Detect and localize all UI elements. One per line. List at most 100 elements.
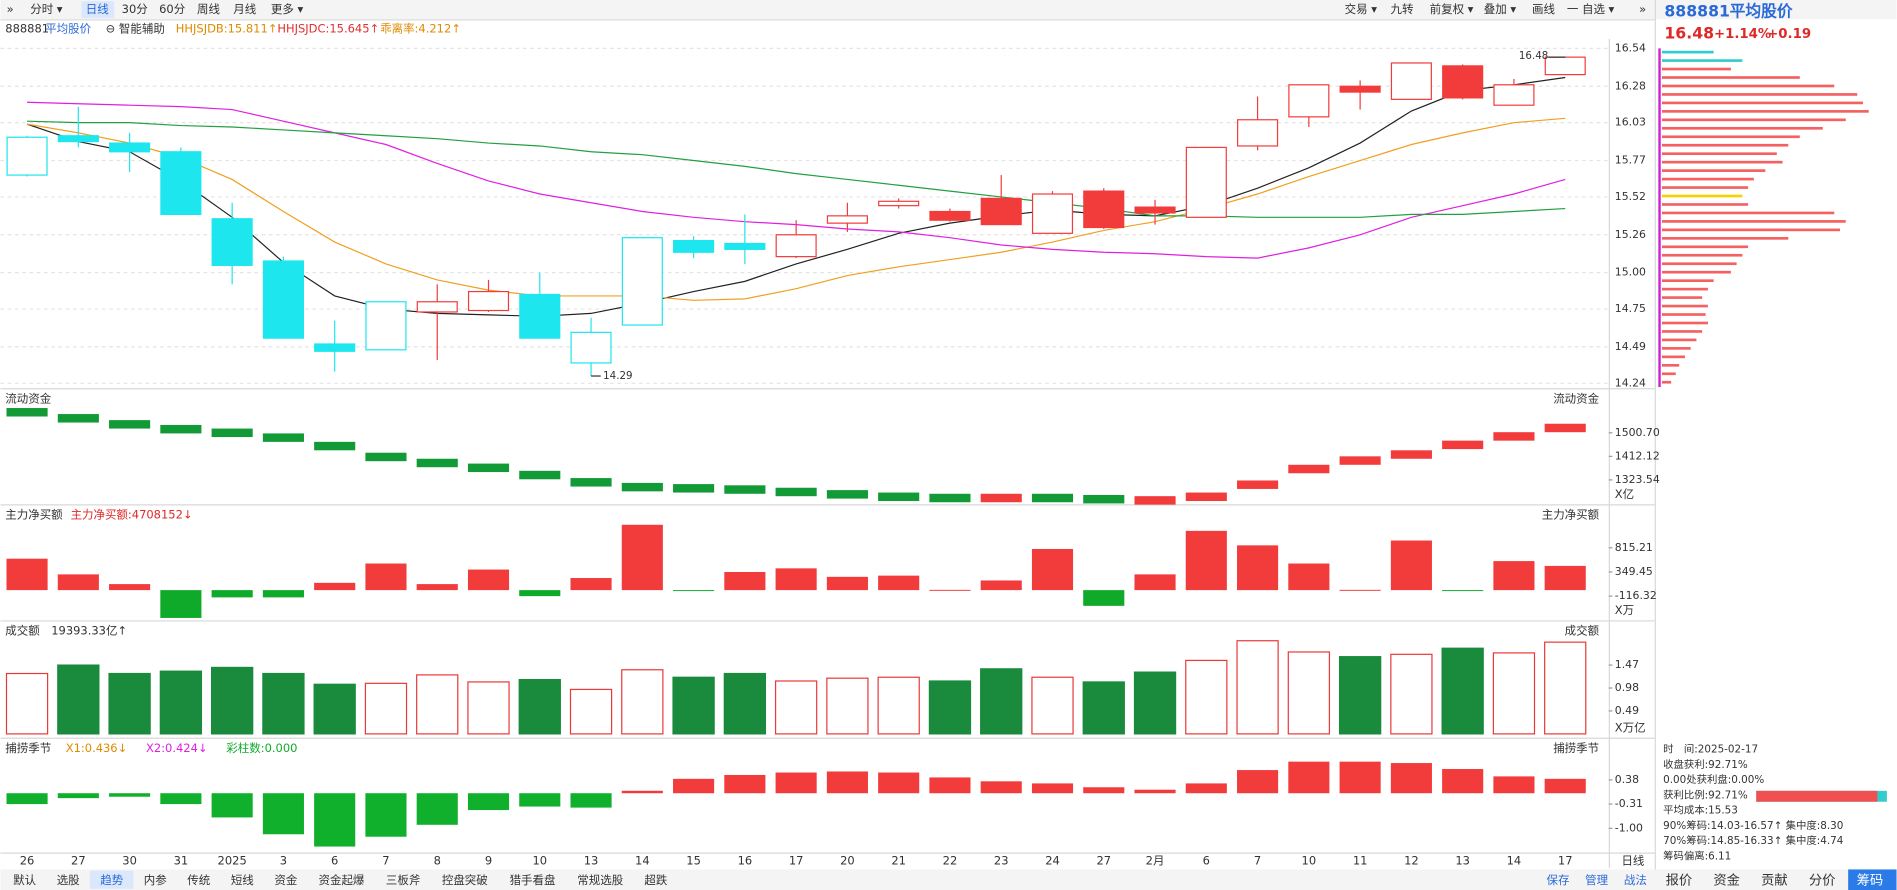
bar [519, 590, 561, 597]
toolbar-button[interactable]: 分时 ▾ [30, 2, 63, 16]
indicator-value: 乖离率:4.212↑ [380, 22, 461, 36]
bottom-tab[interactable]: 三板斧 [386, 873, 421, 887]
toolbar-button[interactable]: 画线 [1532, 2, 1555, 16]
sidebar-tab-bar [1654, 869, 1897, 890]
sidebar-tab[interactable]: 分价 [1809, 872, 1836, 888]
toolbar-button[interactable]: 周线 [197, 2, 220, 16]
bar [416, 793, 458, 825]
bar [621, 790, 663, 794]
bar [826, 576, 868, 591]
low-annotation: 14.29 [603, 370, 632, 382]
chip-info: 0.00处获利盘:0.00% [1663, 773, 1764, 786]
panel-title-right: 主力净买额 [1542, 508, 1600, 522]
candle-body [1185, 146, 1227, 218]
chip-row [1661, 135, 1800, 139]
chip-row [1661, 372, 1676, 376]
sidebar-tab[interactable]: 贡献 [1761, 872, 1788, 888]
bar [6, 793, 48, 805]
sidebar-tab[interactable]: 资金 [1713, 872, 1740, 888]
assist: ⊖ 智能辅助 [106, 22, 165, 36]
toolbar-button[interactable]: 60分 [159, 2, 186, 16]
flow-bar [416, 458, 458, 468]
bottom-tab[interactable]: 选股 [57, 873, 80, 887]
flow-bar [1031, 493, 1074, 503]
bar [211, 590, 253, 598]
candle-body [109, 142, 151, 153]
bottom-tab[interactable]: 短线 [231, 873, 254, 887]
candle-body [519, 293, 561, 339]
bottom-action[interactable]: 管理 [1585, 873, 1608, 887]
flow-bar [724, 485, 766, 494]
bar [519, 793, 561, 807]
candle-body [621, 237, 663, 326]
volume-bar [1185, 659, 1228, 735]
bar [1288, 563, 1330, 591]
x-tick-label: 16 [738, 853, 753, 867]
bar [1237, 770, 1279, 794]
bottom-action[interactable]: 保存 [1546, 873, 1569, 887]
chip-row [1661, 50, 1714, 54]
sidebar-tab[interactable]: 报价 [1666, 872, 1693, 888]
toolbar-button[interactable]: 九转 [1390, 2, 1413, 16]
volume-bar [518, 678, 561, 735]
toolbar-button[interactable]: 前复权 ▾ [1430, 2, 1474, 16]
x-tick-label: 6 [1203, 853, 1210, 867]
candle-body [1237, 119, 1279, 147]
chip-info: 筹码偏离:6.11 [1663, 849, 1731, 862]
toolbar-button[interactable]: 叠加 ▾ [1484, 2, 1517, 16]
bar [1390, 540, 1432, 591]
sidebar-change: +0.19 [1767, 27, 1811, 42]
chip-row [1661, 160, 1783, 164]
toolbar-button[interactable]: 更多 ▾ [271, 2, 304, 16]
bottom-tab[interactable]: 控盘突破 [442, 873, 488, 887]
unit-label: X万 [1615, 603, 1634, 617]
bottom-tab[interactable]: 资金起爆 [319, 873, 365, 887]
chip-info: 平均成本:15.53 [1663, 804, 1738, 817]
chip-row [1661, 203, 1749, 206]
toolbar-button[interactable]: » [7, 2, 14, 16]
volume-bar [1287, 651, 1331, 735]
bottom-tab[interactable]: 资金 [274, 873, 297, 887]
sidebar-tab[interactable]: 筹码 [1857, 871, 1884, 888]
bar [262, 793, 304, 835]
bottom-tab[interactable]: 超跌 [644, 873, 667, 887]
flow-bar [1493, 432, 1535, 441]
bottom-tab[interactable]: 常规选股 [577, 873, 623, 887]
x-tick-label: 3 [280, 853, 287, 867]
toolbar-button[interactable]: 日线 [86, 2, 109, 16]
chip-row [1661, 76, 1800, 79]
volume-bar [5, 672, 49, 735]
toolbar-button[interactable]: 30分 [122, 2, 149, 16]
unit-label: X亿 [1615, 487, 1634, 501]
x-tick-label: 15 [686, 853, 701, 867]
candle-body [724, 242, 766, 250]
toolbar-button[interactable]: 交易 ▾ [1345, 2, 1378, 16]
bar [1288, 761, 1330, 794]
x-tick-label: 13 [1455, 853, 1470, 867]
flow-bar [467, 463, 510, 473]
bottom-tab[interactable]: 趋势 [100, 873, 123, 887]
bottom-tab[interactable]: 默认 [13, 873, 36, 887]
chip-row [1661, 363, 1680, 367]
volume-bar [57, 664, 100, 735]
toolbar-button[interactable]: » [1639, 2, 1646, 16]
toolbar-button[interactable]: 月线 [233, 2, 256, 16]
moving-average [27, 120, 1566, 218]
bottom-tab[interactable]: 内参 [144, 873, 167, 887]
bar [1544, 565, 1586, 591]
toolbar-button[interactable]: 一 自选 ▾ [1567, 2, 1615, 16]
bar [365, 563, 407, 591]
flow-bar [365, 452, 407, 462]
panel-title-right: 成交额 [1565, 624, 1600, 638]
bottom-tab[interactable]: 猎手看盘 [510, 873, 556, 887]
bottom-tab[interactable]: 传统 [187, 873, 210, 887]
candle-body [57, 135, 99, 143]
flow-bar [929, 493, 971, 503]
bottom-action[interactable]: 战法 [1624, 873, 1647, 887]
chip-info: 70%筹码:14.85-16.33↑ 集中度:4.74 [1663, 834, 1844, 847]
candle-body [1031, 193, 1074, 234]
bar [6, 558, 48, 591]
bar [570, 578, 612, 591]
